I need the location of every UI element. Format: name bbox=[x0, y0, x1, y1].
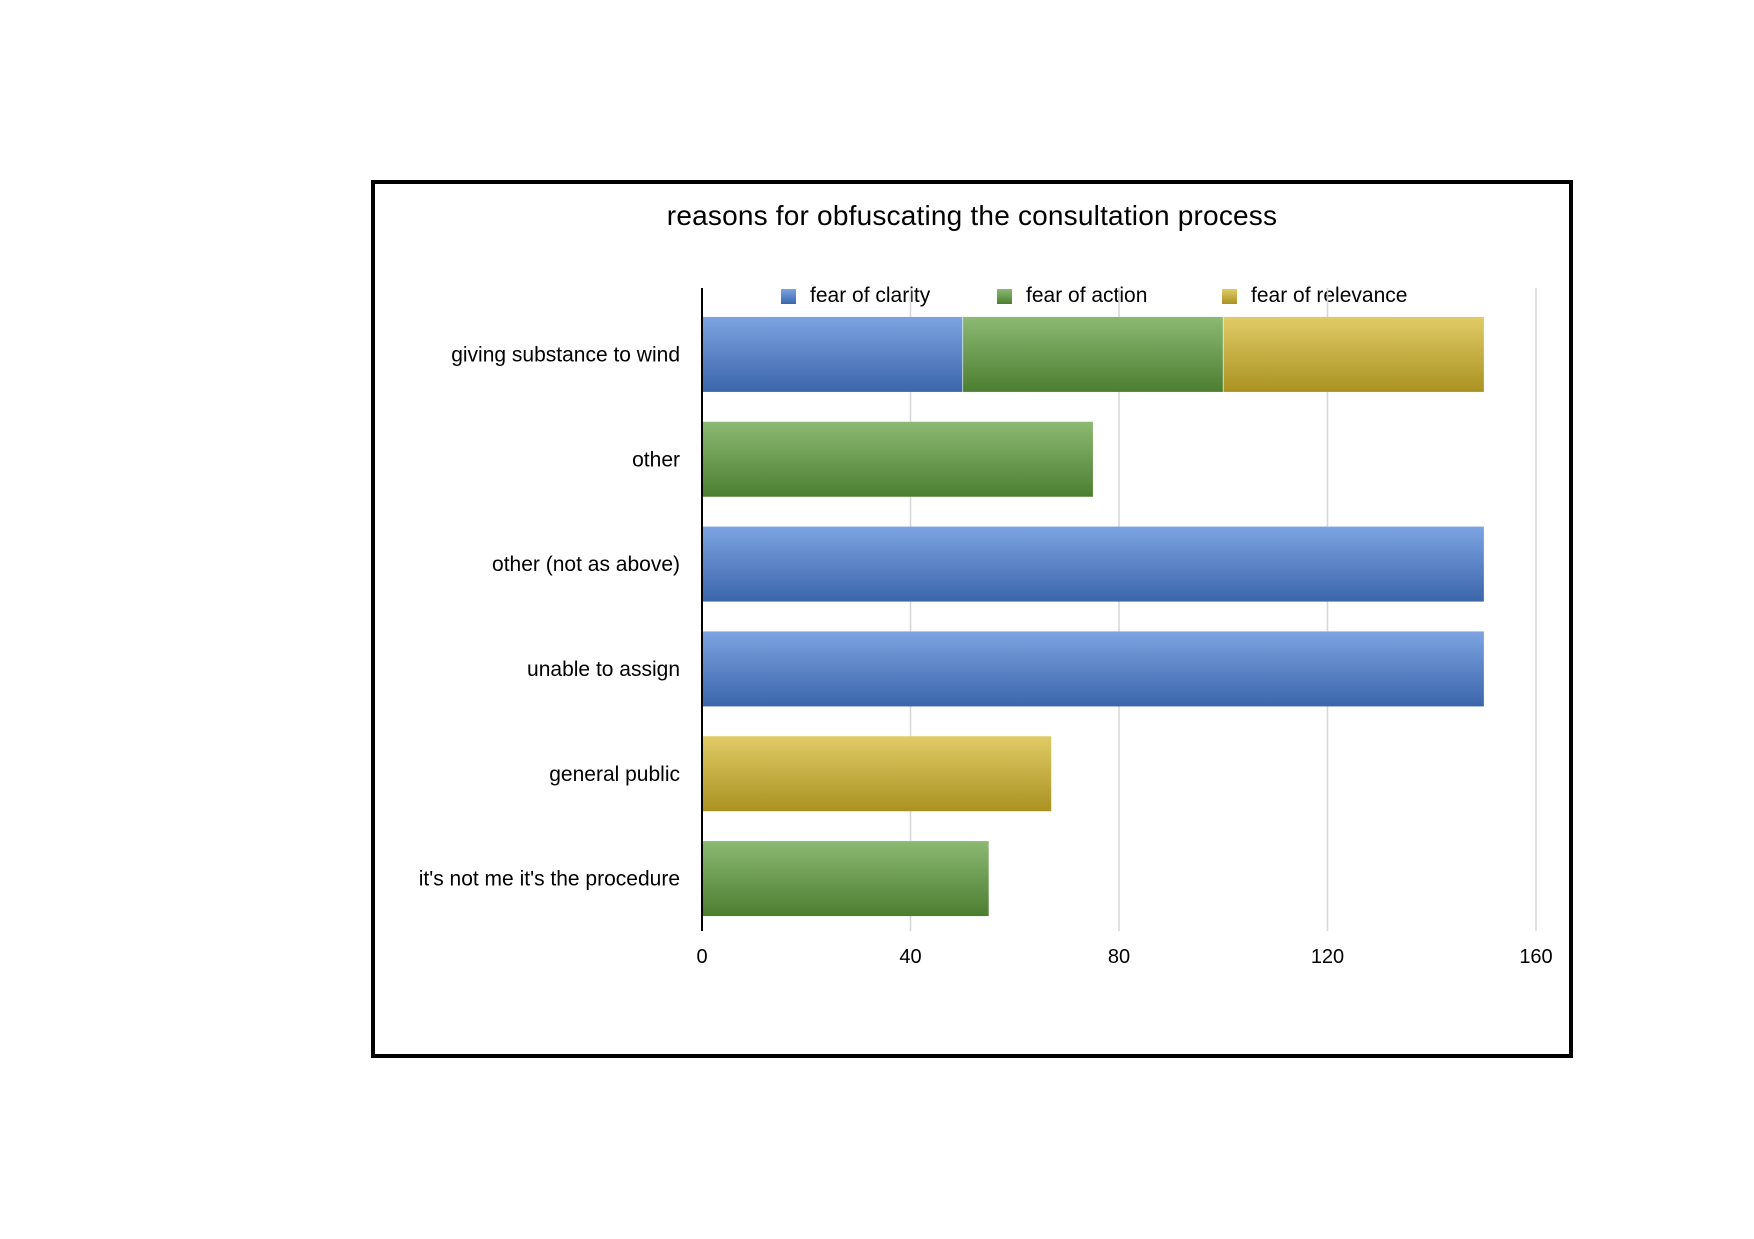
bar-segment bbox=[702, 316, 963, 392]
legend-label: fear of relevance bbox=[1251, 284, 1408, 307]
legend-item: fear of action bbox=[997, 284, 1147, 308]
category-label: giving substance to wind bbox=[451, 343, 680, 366]
bar-segment bbox=[702, 631, 1484, 707]
category-label: unable to assign bbox=[527, 658, 680, 681]
category-label: general public bbox=[549, 763, 680, 786]
chart-frame: reasons for obfuscating the consultation… bbox=[371, 180, 1573, 1058]
legend-item: fear of relevance bbox=[1222, 284, 1407, 308]
x-tick-label: 40 bbox=[899, 946, 921, 968]
x-tick-label: 0 bbox=[696, 946, 707, 968]
legend-swatch bbox=[781, 288, 796, 304]
legend-swatch bbox=[1222, 288, 1237, 304]
legend-swatch bbox=[997, 288, 1012, 304]
chart-title: reasons for obfuscating the consultation… bbox=[666, 200, 1278, 231]
legend-label: fear of clarity bbox=[810, 284, 931, 307]
category-label: other (not as above) bbox=[492, 553, 680, 576]
legend-label: fear of action bbox=[1026, 284, 1148, 307]
bar-segment bbox=[962, 316, 1224, 392]
category-label: other bbox=[632, 448, 680, 471]
x-tick-label: 120 bbox=[1311, 946, 1344, 968]
x-tick-label: 160 bbox=[1519, 946, 1552, 968]
bar-segment bbox=[702, 421, 1093, 497]
bar-segment bbox=[702, 841, 989, 917]
legend-item: fear of clarity bbox=[781, 284, 930, 308]
category-label: it's not me it's the procedure bbox=[419, 868, 680, 891]
plot-area: giving substance to wind other other (not … bbox=[419, 288, 1553, 968]
chart-legend: fear of clarity fear of action fear of rel… bbox=[375, 284, 1569, 312]
bar-segment bbox=[702, 736, 1052, 812]
bar-segment bbox=[1223, 316, 1484, 392]
x-tick-label: 80 bbox=[1108, 946, 1130, 968]
bar-segment bbox=[702, 526, 1484, 602]
